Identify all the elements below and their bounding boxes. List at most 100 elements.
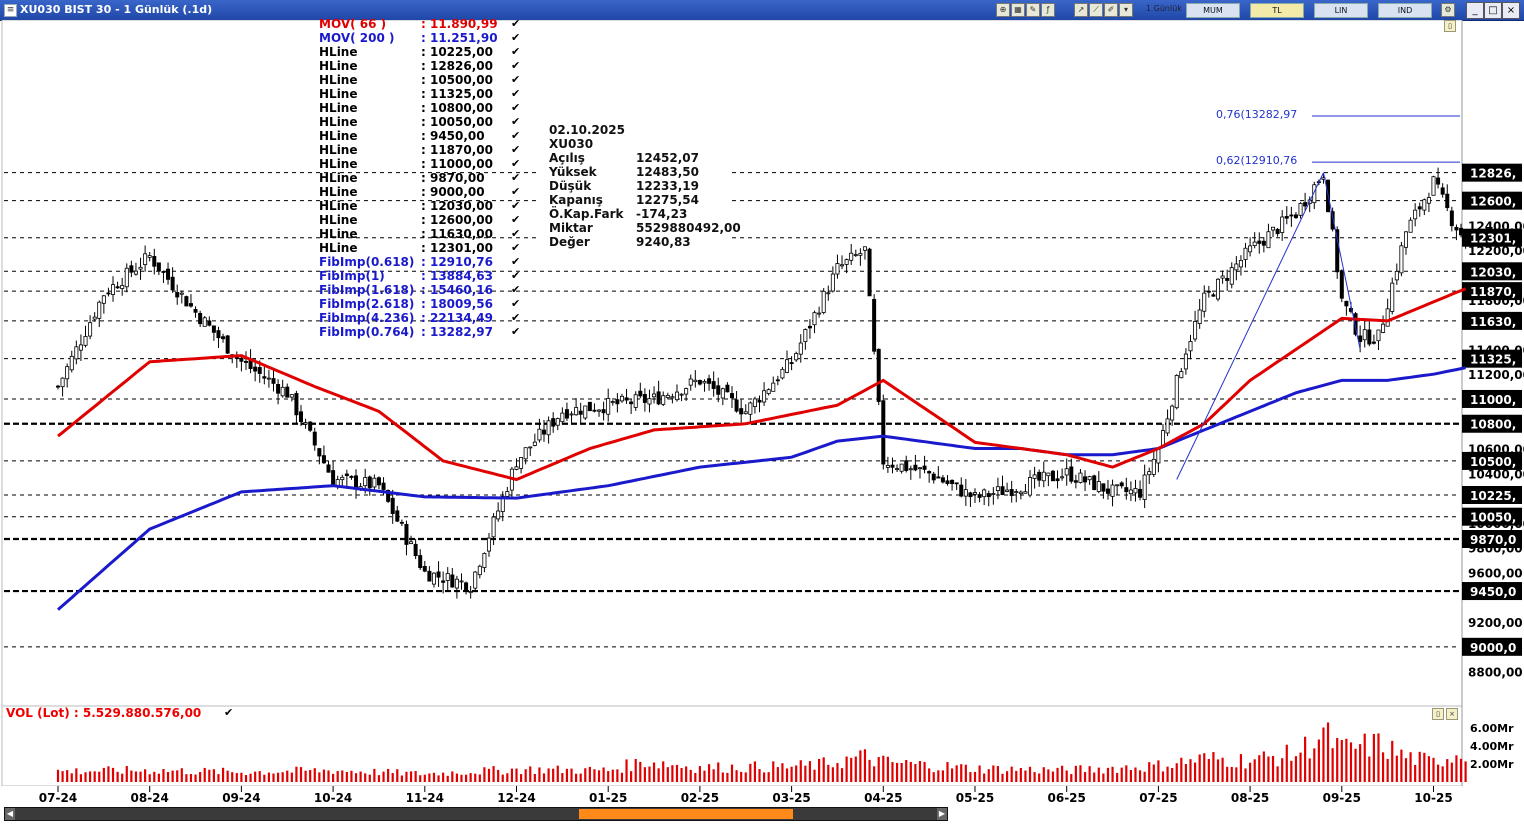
candle-body	[656, 391, 661, 405]
scroll-right-icon[interactable]: ▶	[937, 808, 947, 820]
info-symbol: XU030	[549, 137, 594, 151]
minimize-button[interactable]: _	[1466, 2, 1484, 19]
candle-body	[748, 402, 753, 415]
cursor-icon[interactable]: ↗	[1074, 3, 1088, 17]
candle-body	[376, 477, 381, 486]
legend-check-icon[interactable]: ✔	[511, 325, 521, 338]
horizontal-scrollbar[interactable]: ◀ ▶	[4, 807, 948, 821]
legend-check-icon[interactable]: ✔	[511, 297, 521, 310]
maximize-button[interactable]: □	[1484, 2, 1502, 19]
legend-check-icon[interactable]: ✔	[511, 59, 521, 72]
candle-body	[1050, 470, 1055, 482]
candle-body	[1193, 321, 1198, 340]
x-tick-label: 06-25	[1048, 791, 1086, 805]
settings-icon[interactable]: ⚙	[1441, 3, 1455, 17]
legend-row: HLine: 11630,00 ✔	[319, 227, 529, 241]
candle-body	[835, 263, 840, 275]
pencil-icon[interactable]: ✐	[1104, 3, 1118, 17]
candle-body	[780, 368, 785, 379]
candle-body	[849, 252, 854, 261]
legend-check-icon[interactable]: ✔	[511, 311, 521, 324]
candle-body	[619, 395, 624, 402]
legend-check-icon[interactable]: ✔	[511, 269, 521, 282]
hline-price-label: 10225,	[1470, 489, 1516, 503]
candle-body	[271, 378, 276, 384]
price-panel-corner-button[interactable]: ▯	[1444, 20, 1456, 32]
trend-icon[interactable]: ⟋	[1089, 3, 1103, 17]
legend-check-icon[interactable]: ✔	[511, 143, 521, 156]
candle-body	[528, 446, 533, 449]
candle-body	[211, 325, 216, 333]
candle-body	[1445, 193, 1450, 209]
candle-body	[1275, 228, 1280, 235]
tab-mum[interactable]: MUM	[1186, 3, 1240, 18]
info-row: Değer 9240,83	[549, 235, 691, 249]
scroll-left-icon[interactable]: ◀	[5, 808, 15, 820]
volume-panel-restore-button[interactable]: ▯	[1432, 708, 1444, 720]
candle-body	[427, 570, 432, 582]
hline-price-tag	[1462, 262, 1522, 281]
candle-body	[1037, 471, 1042, 481]
candle-body	[1046, 472, 1051, 477]
candle-body	[762, 390, 767, 403]
legend-check-icon[interactable]: ✔	[511, 283, 521, 296]
price-chart[interactable]: 12400,0012200,0011800,0011400,0011200,00…	[0, 20, 1524, 824]
legend-name: FibImp(2.618)	[319, 297, 415, 311]
candle-body	[473, 571, 478, 589]
candle-body	[308, 421, 313, 431]
dropdown-icon[interactable]: ▾	[1119, 3, 1133, 17]
ohlc-info-box: 02.10.2025 XU030 Açılış 12452,07 Yüksek 124…	[540, 123, 741, 254]
info-label: Miktar	[549, 221, 593, 235]
candle-body	[885, 465, 890, 468]
hline-price-label: 11870,	[1470, 285, 1516, 299]
info-label: Yüksek	[549, 165, 597, 179]
grid-icon[interactable]: ▦	[1011, 3, 1025, 17]
legend-check-icon[interactable]: ✔	[511, 73, 521, 86]
candle-body	[546, 420, 551, 436]
legend-check-icon[interactable]: ✔	[511, 213, 521, 226]
legend-value: : 9000,00	[421, 185, 485, 199]
period-label[interactable]: 1 Günlük	[1146, 4, 1182, 13]
candle-body	[166, 268, 171, 280]
hline-price-tag	[1462, 349, 1522, 368]
legend-check-icon[interactable]: ✔	[511, 227, 521, 240]
legend-name: HLine	[319, 143, 358, 157]
tab-ind[interactable]: IND	[1378, 3, 1432, 18]
y-tick-label: 10400,00	[1468, 467, 1524, 481]
tab-lin[interactable]: LIN	[1314, 3, 1368, 18]
x-tick-label: 04-25	[864, 791, 902, 805]
scroll-thumb[interactable]	[579, 809, 793, 819]
legend-check-icon[interactable]: ✔	[511, 255, 521, 268]
legend-check-icon[interactable]: ✔	[511, 129, 521, 142]
tab-tl[interactable]: TL	[1250, 3, 1304, 18]
legend-name: MOV( 200 )	[319, 31, 395, 45]
candle-body	[862, 246, 867, 251]
candle-body	[542, 429, 547, 435]
legend-check-icon[interactable]: ✔	[511, 171, 521, 184]
candle-body	[312, 431, 317, 446]
legend-value: : 10800,00	[421, 101, 493, 115]
legend-check-icon[interactable]: ✔	[511, 87, 521, 100]
legend-check-icon[interactable]: ✔	[511, 185, 521, 198]
formula-icon[interactable]: ƒ	[1041, 3, 1055, 17]
legend-check-icon[interactable]: ✔	[511, 199, 521, 212]
legend-check-icon[interactable]: ✔	[511, 31, 521, 44]
legend-check-icon[interactable]: ✔	[511, 115, 521, 128]
candle-body	[60, 377, 65, 388]
hline-price-label: 10050,	[1470, 511, 1516, 525]
hline-price-tag	[1462, 228, 1522, 247]
volume-check-icon[interactable]: ✔	[224, 706, 234, 719]
legend-check-icon[interactable]: ✔	[511, 45, 521, 58]
close-button[interactable]: ×	[1502, 2, 1520, 19]
candle-body	[74, 346, 79, 360]
window-icon[interactable]: ≡	[4, 4, 17, 17]
candle-body	[129, 265, 134, 273]
zoom-icon[interactable]: ⊕	[996, 3, 1010, 17]
volume-panel-close-button[interactable]: ×	[1446, 708, 1458, 720]
legend-check-icon[interactable]: ✔	[511, 17, 521, 30]
legend-check-icon[interactable]: ✔	[511, 241, 521, 254]
legend-check-icon[interactable]: ✔	[511, 157, 521, 170]
draw-icon[interactable]: ✎	[1026, 3, 1040, 17]
legend-check-icon[interactable]: ✔	[511, 101, 521, 114]
candle-body	[537, 428, 542, 441]
